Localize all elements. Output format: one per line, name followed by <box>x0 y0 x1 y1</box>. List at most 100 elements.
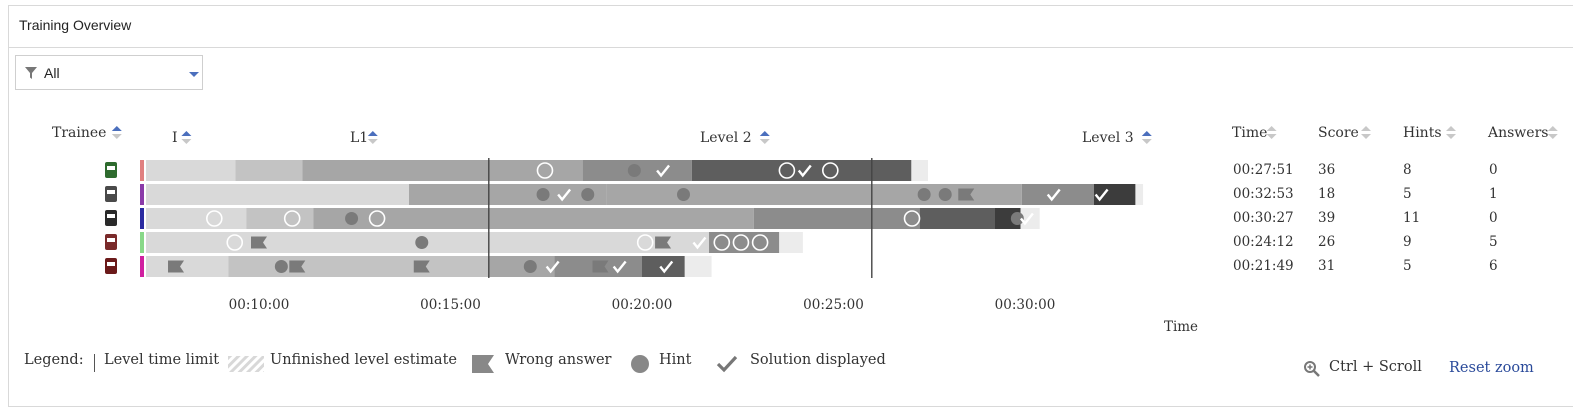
sort-up-icon[interactable] <box>367 131 378 136</box>
column-header-level[interactable]: I <box>172 130 178 146</box>
level-segment[interactable] <box>146 256 229 277</box>
sort-up-icon[interactable] <box>1547 126 1558 131</box>
solution-check-icon[interactable] <box>1094 188 1109 202</box>
hint-icon[interactable] <box>938 188 952 201</box>
legend-title: Legend: <box>24 352 84 368</box>
sort-down-icon[interactable] <box>759 139 770 144</box>
solution-check-icon[interactable] <box>797 164 812 178</box>
sort-down-icon[interactable] <box>1547 134 1558 139</box>
solution-check-icon[interactable] <box>659 260 674 274</box>
hint-icon[interactable] <box>523 260 537 273</box>
wrong-answer-flag-icon[interactable] <box>655 236 672 249</box>
sort-down-icon[interactable] <box>1361 134 1371 139</box>
sort-up-icon[interactable] <box>111 126 122 131</box>
solution-check-icon[interactable] <box>545 260 560 274</box>
level-segment[interactable] <box>606 184 1022 205</box>
solution-check-icon[interactable] <box>656 164 671 178</box>
solution-check-icon[interactable] <box>612 260 627 274</box>
wrong-answer-flag-icon[interactable] <box>592 260 609 273</box>
wrong-answer-flag-icon[interactable] <box>251 236 267 249</box>
level-segment[interactable] <box>409 184 607 205</box>
reset-zoom-button[interactable]: Reset zoom <box>1449 360 1534 376</box>
solution-check-icon[interactable] <box>1019 212 1034 226</box>
column-header-time[interactable]: Time <box>1232 125 1267 141</box>
wrong-answer-flag-icon[interactable] <box>289 260 306 273</box>
level-segment[interactable] <box>642 256 685 277</box>
level-segment[interactable] <box>1021 184 1094 205</box>
numbered-hint-icon[interactable] <box>636 234 654 251</box>
table-cell-answers: 1 <box>1489 186 1498 202</box>
solution-check-icon <box>716 355 738 377</box>
wrong-answer-flag-icon[interactable] <box>168 260 185 273</box>
column-header-hints[interactable]: Hints <box>1403 125 1442 141</box>
level-segment[interactable] <box>691 160 834 181</box>
numbered-hint-icon[interactable] <box>283 210 301 227</box>
numbered-hint-icon[interactable] <box>751 234 769 251</box>
level-segment[interactable] <box>146 232 489 253</box>
unfinished-swatch <box>228 356 264 376</box>
column-header-answers[interactable]: Answers <box>1487 125 1548 141</box>
zoom-hint-text: Ctrl + Scroll <box>1329 359 1422 375</box>
level-segment[interactable] <box>235 160 303 181</box>
column-header-trainee[interactable]: Trainee <box>52 125 106 141</box>
hint-icon[interactable] <box>274 260 288 273</box>
level-segment[interactable] <box>146 208 247 229</box>
legend-time-limit: Level time limit <box>104 352 220 368</box>
sort-up-icon[interactable] <box>181 131 192 136</box>
hint-icon[interactable] <box>581 188 595 201</box>
legend-wrong-answer: Wrong answer <box>505 352 612 368</box>
wrong-answer-flag-icon[interactable] <box>413 260 430 273</box>
sort-up-icon[interactable] <box>1446 126 1456 131</box>
level-segment[interactable] <box>753 208 920 229</box>
level-segment[interactable] <box>313 208 754 229</box>
hint-icon[interactable] <box>676 188 690 201</box>
level-segment[interactable] <box>246 208 314 229</box>
trainee-color-marker <box>140 208 144 229</box>
sort-down-icon[interactable] <box>1266 134 1277 139</box>
numbered-hint-icon[interactable] <box>903 210 921 227</box>
hint-icon[interactable] <box>536 188 550 201</box>
numbered-hint-icon[interactable] <box>536 162 554 179</box>
column-header-level[interactable]: Level 3 <box>1082 130 1134 146</box>
numbered-hint-icon[interactable] <box>206 210 223 227</box>
solution-check-icon[interactable] <box>557 188 572 202</box>
numbered-hint-icon[interactable] <box>822 162 839 179</box>
numbered-hint-icon[interactable] <box>368 210 386 227</box>
sort-down-icon[interactable] <box>367 139 378 144</box>
sort-down-icon[interactable] <box>1141 139 1152 144</box>
level-segment[interactable] <box>1093 184 1136 205</box>
hint-icon[interactable] <box>415 236 429 249</box>
solution-check-icon[interactable] <box>692 236 707 250</box>
level-segment[interactable] <box>146 160 236 181</box>
column-header-level[interactable]: L1 <box>350 130 368 146</box>
hint-icon[interactable] <box>1010 212 1024 225</box>
hint-icon[interactable] <box>917 188 931 201</box>
unfinished-estimate <box>779 232 803 253</box>
sort-down-icon[interactable] <box>111 134 122 139</box>
numbered-hint-icon[interactable] <box>713 234 731 251</box>
sort-up-icon[interactable] <box>1361 126 1371 131</box>
numbered-hint-icon[interactable] <box>226 234 244 251</box>
numbered-hint-icon[interactable] <box>732 234 750 251</box>
hint-icon[interactable] <box>627 164 641 177</box>
column-header-score[interactable]: Score <box>1318 125 1359 141</box>
column-header-level[interactable]: Level 2 <box>700 130 752 146</box>
sort-up-icon[interactable] <box>1266 126 1277 131</box>
trainee-filter-select[interactable]: All <box>15 55 203 90</box>
level-segment[interactable] <box>146 184 410 205</box>
wrong-answer-flag-icon[interactable] <box>958 188 975 201</box>
sort-up-icon[interactable] <box>1141 131 1152 136</box>
axis-tick-label: 00:20:00 <box>612 297 673 313</box>
sort-down-icon[interactable] <box>181 139 192 144</box>
hint-icon[interactable] <box>345 212 359 225</box>
sort-down-icon[interactable] <box>1446 134 1456 139</box>
level-segment[interactable] <box>488 256 555 277</box>
level-segment[interactable] <box>302 160 583 181</box>
sort-up-icon[interactable] <box>759 131 770 136</box>
level-segment[interactable] <box>228 256 489 277</box>
numbered-hint-icon[interactable] <box>778 162 796 179</box>
level-segment[interactable] <box>919 208 995 229</box>
level-segment[interactable] <box>488 232 710 253</box>
solution-check-icon[interactable] <box>1046 188 1061 202</box>
